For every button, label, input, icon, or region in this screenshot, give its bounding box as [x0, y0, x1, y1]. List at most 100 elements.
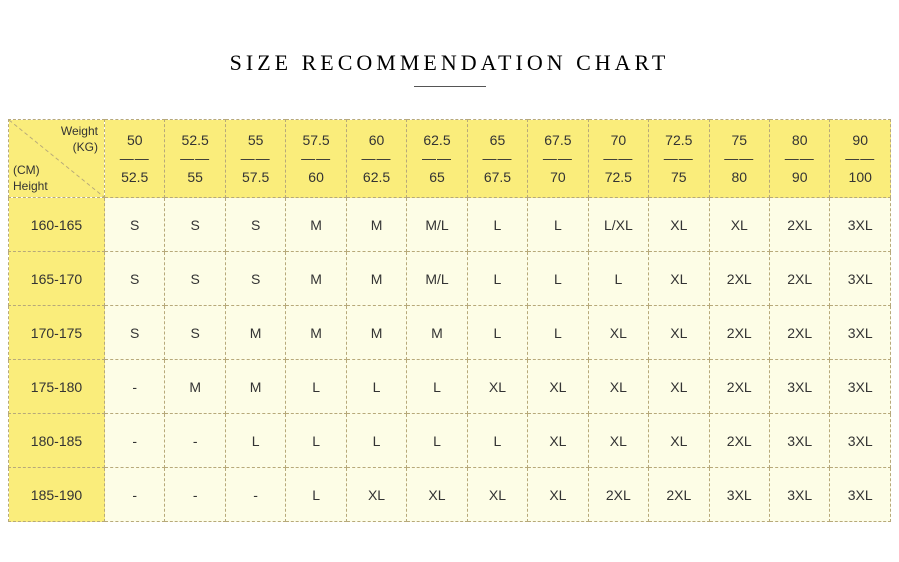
size-cell: 2XL	[709, 414, 769, 468]
weight-col-header: 50——52.5	[105, 120, 165, 198]
size-cell: 2XL	[588, 468, 648, 522]
table-row: 170-175SSMMMMLLXLXL2XL2XL3XL	[9, 306, 891, 360]
size-cell: 2XL	[709, 306, 769, 360]
size-cell: L	[467, 198, 527, 252]
corner-cell: Weight (KG) (CM) Height	[9, 120, 105, 198]
range-dash: ——	[649, 149, 708, 167]
title-block: SIZE RECOMMENDATION CHART	[0, 0, 899, 111]
size-cell: L	[467, 306, 527, 360]
corner-weight-label: Weight	[61, 124, 98, 138]
size-cell: S	[105, 252, 165, 306]
corner-height-label: Height	[13, 179, 48, 193]
page-title: SIZE RECOMMENDATION CHART	[0, 50, 899, 76]
size-cell: M	[225, 360, 285, 414]
weight-to: 55	[165, 168, 224, 186]
size-cell: L	[528, 306, 588, 360]
weight-col-header: 67.5——70	[528, 120, 588, 198]
weight-from: 50	[105, 131, 164, 149]
size-cell: L	[346, 414, 406, 468]
table-row: 165-170SSSMMM/LLLLXL2XL2XL3XL	[9, 252, 891, 306]
weight-from: 52.5	[165, 131, 224, 149]
weight-to: 67.5	[468, 168, 527, 186]
size-cell: M	[225, 306, 285, 360]
size-cell: 2XL	[769, 198, 829, 252]
size-cell: 3XL	[769, 360, 829, 414]
weight-to: 52.5	[105, 168, 164, 186]
title-underline	[414, 86, 486, 87]
size-cell: -	[105, 414, 165, 468]
size-cell: M	[286, 252, 346, 306]
size-cell: L	[528, 198, 588, 252]
size-cell: L	[286, 360, 346, 414]
size-cell: XL	[649, 198, 709, 252]
size-cell: S	[165, 252, 225, 306]
size-cell: XL	[528, 414, 588, 468]
size-cell: 3XL	[830, 468, 891, 522]
table-row: 175-180-MMLLLXLXLXLXL2XL3XL3XL	[9, 360, 891, 414]
weight-col-header: 70——72.5	[588, 120, 648, 198]
weight-from: 67.5	[528, 131, 587, 149]
size-cell: L	[407, 414, 467, 468]
range-dash: ——	[347, 149, 406, 167]
size-cell: XL	[649, 306, 709, 360]
weight-col-header: 90——100	[830, 120, 891, 198]
size-cell: 3XL	[830, 252, 891, 306]
size-cell: 2XL	[769, 306, 829, 360]
size-cell: 3XL	[830, 360, 891, 414]
size-cell: XL	[407, 468, 467, 522]
weight-from: 62.5	[407, 131, 466, 149]
size-cell: XL	[346, 468, 406, 522]
size-cell: -	[225, 468, 285, 522]
height-row-header: 180-185	[9, 414, 105, 468]
corner-weight-unit: (KG)	[73, 140, 98, 154]
weight-col-header: 72.5——75	[649, 120, 709, 198]
weight-col-header: 62.5——65	[407, 120, 467, 198]
size-cell: XL	[588, 414, 648, 468]
weight-from: 65	[468, 131, 527, 149]
size-cell: XL	[649, 360, 709, 414]
size-cell: 2XL	[769, 252, 829, 306]
weight-to: 80	[710, 168, 769, 186]
size-cell: S	[105, 198, 165, 252]
size-cell: 2XL	[709, 360, 769, 414]
size-cell: M	[346, 252, 406, 306]
range-dash: ——	[407, 149, 466, 167]
table-header: Weight (KG) (CM) Height 50——52.552.5——55…	[9, 120, 891, 198]
weight-to: 100	[830, 168, 890, 186]
range-dash: ——	[468, 149, 527, 167]
size-cell: M	[286, 198, 346, 252]
range-dash: ——	[105, 149, 164, 167]
range-dash: ——	[286, 149, 345, 167]
table-body: 160-165SSSMMM/LLLL/XLXLXL2XL3XL165-170SS…	[9, 198, 891, 522]
table-row: 180-185--LLLLLXLXLXL2XL3XL3XL	[9, 414, 891, 468]
weight-from: 57.5	[286, 131, 345, 149]
size-cell: XL	[467, 468, 527, 522]
size-cell: XL	[649, 252, 709, 306]
weight-to: 62.5	[347, 168, 406, 186]
height-row-header: 160-165	[9, 198, 105, 252]
size-cell: L/XL	[588, 198, 648, 252]
size-cell: XL	[467, 360, 527, 414]
size-cell: 3XL	[830, 306, 891, 360]
size-cell: XL	[528, 360, 588, 414]
height-row-header: 170-175	[9, 306, 105, 360]
weight-col-header: 80——90	[769, 120, 829, 198]
weight-to: 72.5	[589, 168, 648, 186]
size-cell: M	[165, 360, 225, 414]
weight-from: 90	[830, 131, 890, 149]
range-dash: ——	[165, 149, 224, 167]
size-cell: 3XL	[830, 198, 891, 252]
range-dash: ——	[830, 149, 890, 167]
size-cell: M	[346, 198, 406, 252]
size-cell: -	[165, 468, 225, 522]
size-cell: XL	[588, 306, 648, 360]
size-cell: 2XL	[649, 468, 709, 522]
weight-col-header: 52.5——55	[165, 120, 225, 198]
size-cell: S	[165, 306, 225, 360]
weight-to: 60	[286, 168, 345, 186]
table-row: 185-190---LXLXLXLXL2XL2XL3XL3XL3XL	[9, 468, 891, 522]
size-cell: S	[225, 252, 285, 306]
weight-to: 90	[770, 168, 829, 186]
range-dash: ——	[528, 149, 587, 167]
height-row-header: 175-180	[9, 360, 105, 414]
